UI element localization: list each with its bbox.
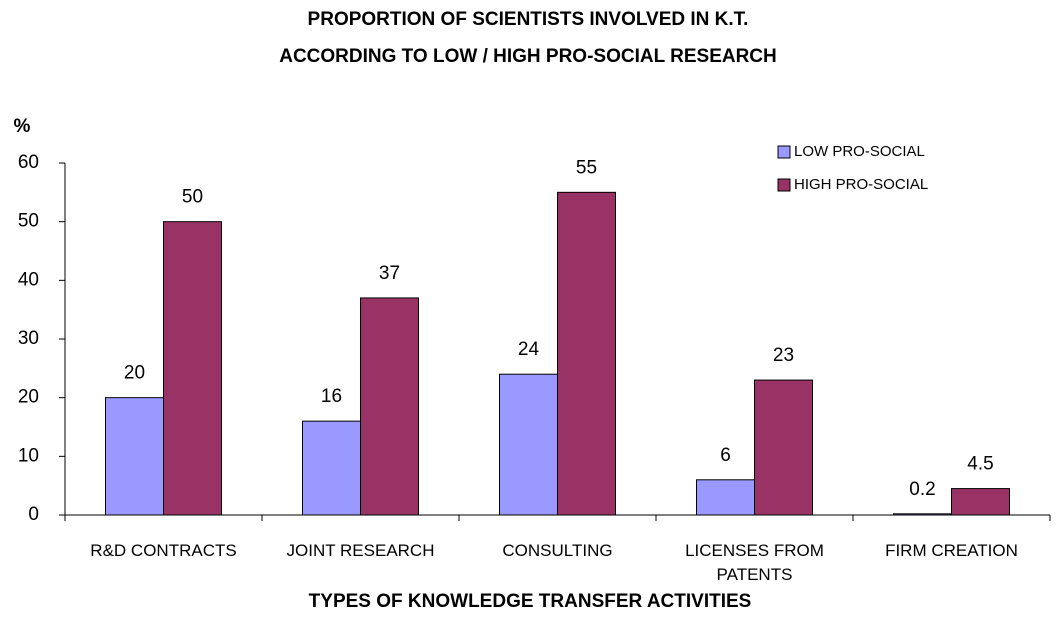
- bar: [105, 397, 164, 516]
- y-tick-label: 50: [18, 211, 39, 232]
- x-tick-label: JOINT RESEARCH: [286, 541, 435, 560]
- bar: [163, 221, 222, 516]
- chart-title: ACCORDING TO LOW / HIGH PRO-SOCIAL RESEA…: [279, 46, 777, 67]
- value-label: 4.5: [967, 454, 993, 475]
- bar: [754, 379, 813, 516]
- y-tick-label: 20: [18, 387, 39, 408]
- legend-label: HIGH PRO-SOCIAL: [794, 176, 928, 193]
- value-label: 24: [518, 339, 540, 360]
- legend-swatch: [777, 145, 791, 159]
- value-label: 55: [576, 157, 597, 178]
- legend-label: LOW PRO-SOCIAL: [794, 143, 925, 160]
- x-tick-label: LICENSES FROM PATENTS: [685, 541, 824, 584]
- value-label: 37: [379, 263, 400, 284]
- legend-swatch: [777, 178, 791, 192]
- bar: [893, 513, 952, 516]
- x-axis-label: TYPES OF KNOWLEDGE TRANSFER ACTIVITIES: [309, 591, 752, 612]
- bar: [499, 373, 558, 516]
- value-label: 0.2: [909, 479, 935, 500]
- y-tick-label: 30: [18, 328, 39, 349]
- value-label: 6: [720, 445, 731, 466]
- y-axis-label: %: [14, 116, 31, 137]
- y-tick-label: 10: [18, 445, 39, 466]
- bar: [696, 479, 755, 516]
- value-label: 20: [124, 363, 145, 384]
- x-tick-label: R&D CONTRACTS: [90, 541, 237, 560]
- value-label: 50: [182, 187, 203, 208]
- bar: [557, 191, 616, 516]
- x-tick-label: FIRM CREATION: [885, 541, 1018, 560]
- bar: [302, 420, 361, 516]
- y-tick-label: 0: [28, 504, 39, 525]
- bar: [951, 488, 1010, 516]
- y-tick-label: 60: [18, 152, 39, 173]
- chart-title: PROPORTION OF SCIENTISTS INVOLVED IN K.T…: [308, 9, 749, 30]
- value-label: 16: [321, 386, 342, 407]
- value-label: 23: [773, 345, 794, 366]
- bar: [360, 297, 419, 516]
- x-tick-label: CONSULTING: [502, 541, 613, 560]
- y-tick-label: 40: [18, 269, 39, 290]
